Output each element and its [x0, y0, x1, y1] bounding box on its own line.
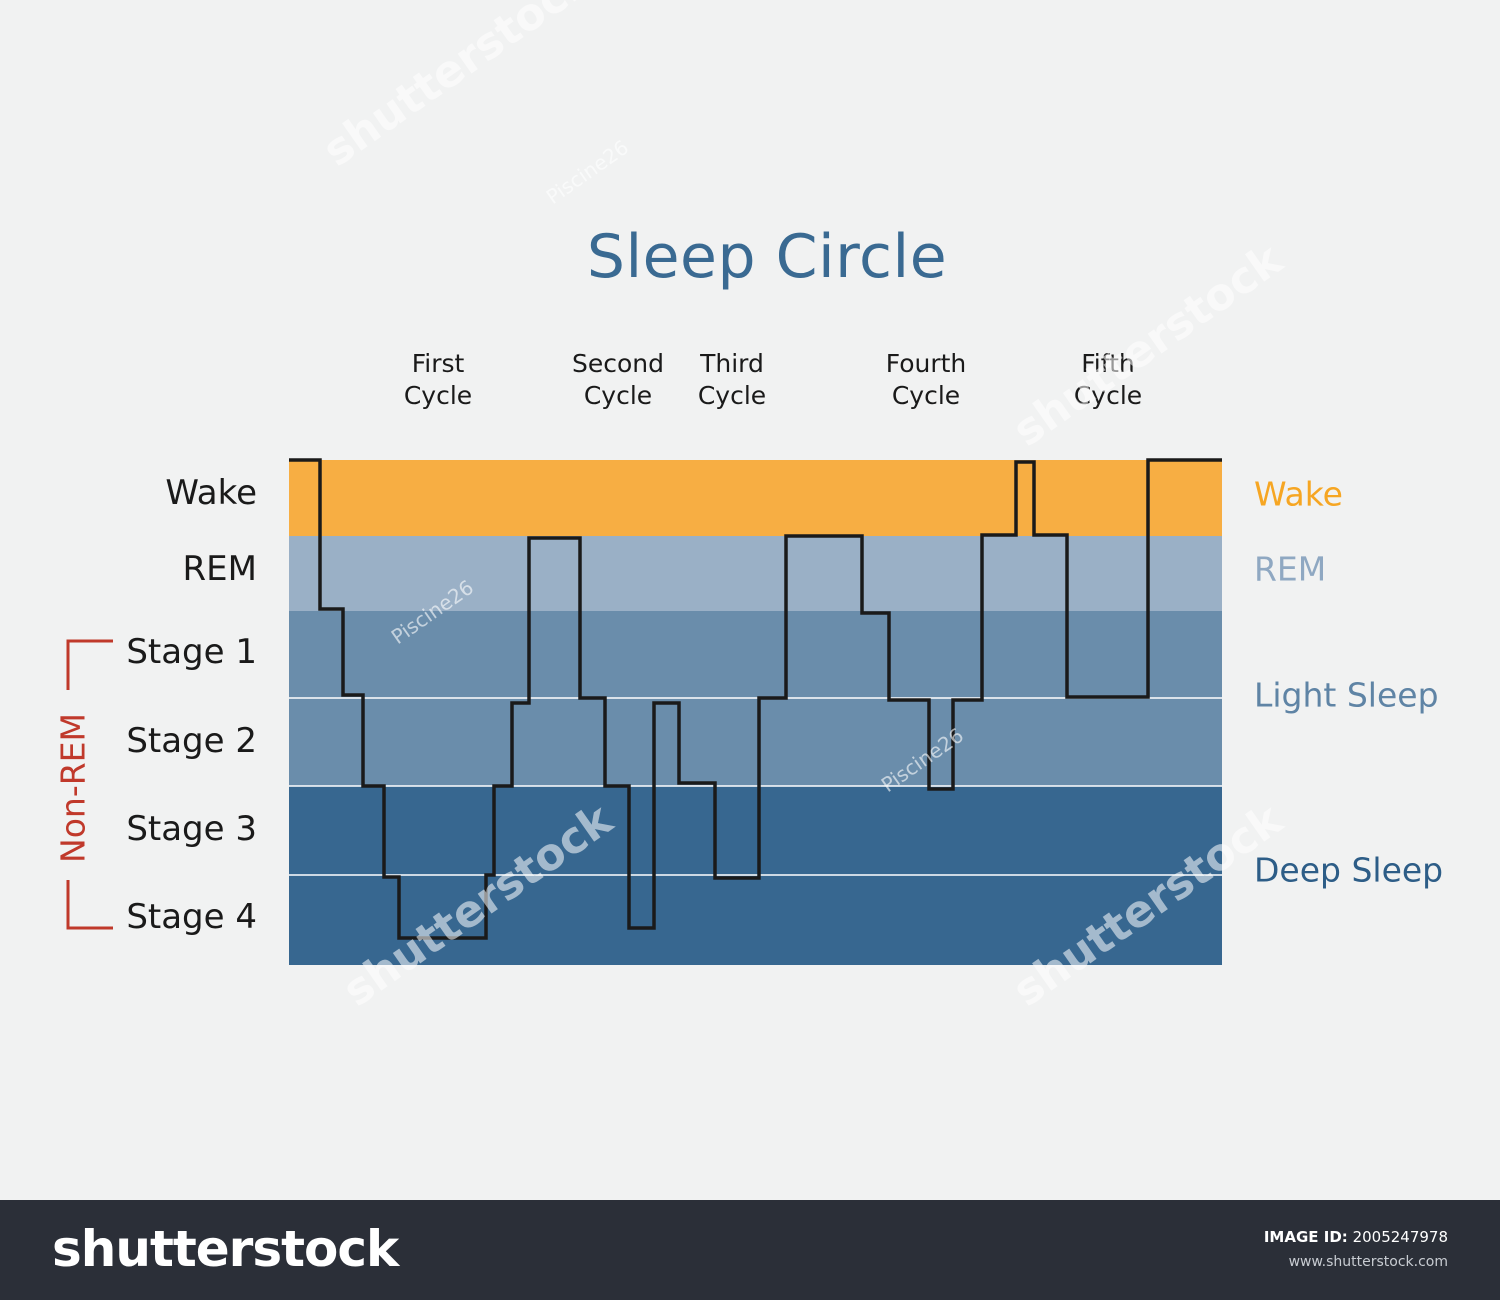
- cycle-label-fourth: Fourth Cycle: [885, 349, 967, 410]
- footer-bar: shutterstock IMAGE ID: 2005247978 www.sh…: [0, 1200, 1500, 1300]
- footer-image-id: IMAGE ID: 2005247978: [1264, 1228, 1448, 1246]
- non-rem-bracket: [66, 639, 113, 930]
- stage-label-wake: Wake: [165, 473, 257, 513]
- band-wake: [289, 460, 1222, 536]
- stage-label-rem: REM: [182, 549, 257, 589]
- sleep-hypnogram: [66, 458, 1222, 965]
- cycle-label-second: Second Cycle: [571, 349, 664, 410]
- zone-label-light-sleep: Light Sleep: [1254, 675, 1439, 715]
- zone-label-rem: REM: [1254, 549, 1327, 589]
- footer-brand-logo[interactable]: shutterstock: [52, 1220, 399, 1278]
- diagram-title: Sleep Circle: [586, 222, 948, 292]
- stage-label-stage-1: Stage 1: [126, 632, 257, 672]
- image-id-value: 2005247978: [1352, 1228, 1448, 1246]
- footer-url[interactable]: www.shutterstock.com: [1288, 1254, 1448, 1270]
- non-rem-label: Non-REM: [53, 713, 93, 863]
- cycle-label-first: First Cycle: [403, 349, 473, 410]
- stage-label-stage-4: Stage 4: [126, 897, 257, 937]
- zone-label-deep-sleep: Deep Sleep: [1254, 850, 1444, 890]
- stage-label-stage-3: Stage 3: [126, 809, 257, 849]
- zone-label-wake: Wake: [1254, 474, 1343, 514]
- band-rem: [289, 536, 1222, 611]
- stage-label-stage-2: Stage 2: [126, 721, 257, 761]
- cycle-label-third: Third Cycle: [697, 349, 767, 410]
- image-id-label: IMAGE ID:: [1263, 1228, 1348, 1246]
- cycle-label-fifth: Fifth Cycle: [1073, 349, 1143, 410]
- sleep-stage-trace: [289, 458, 1222, 940]
